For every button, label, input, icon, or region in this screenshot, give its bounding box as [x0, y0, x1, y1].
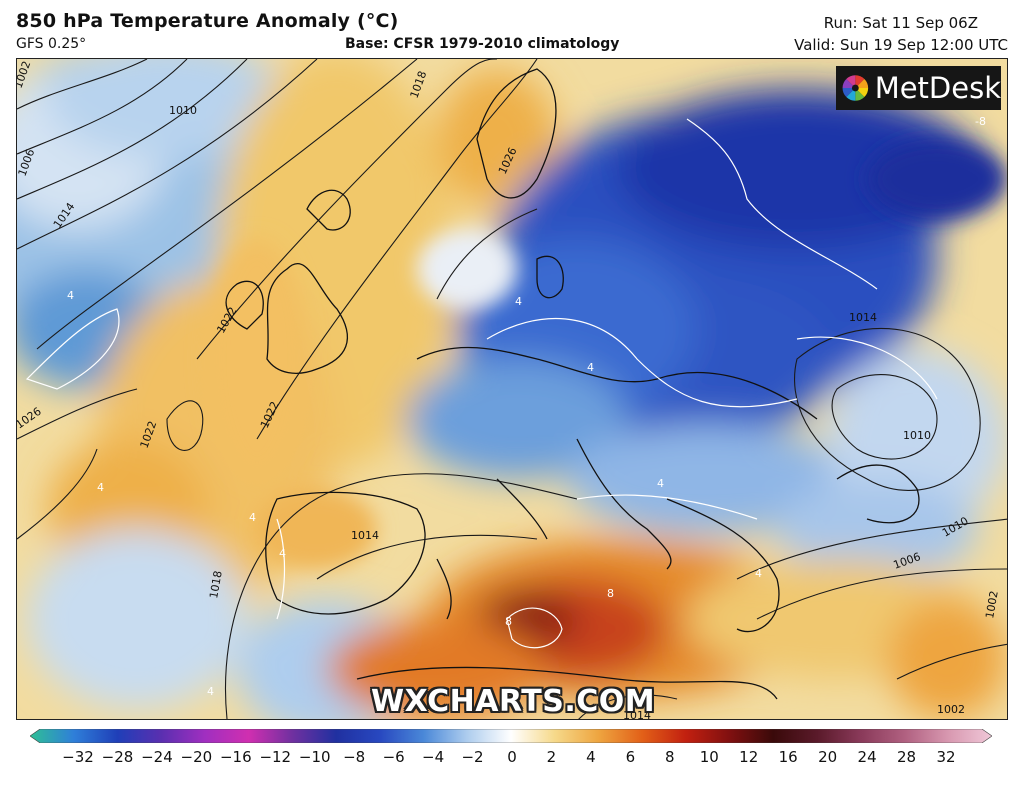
colorbar-tick-label: −28 — [101, 748, 134, 766]
colorbar-tick-label: −16 — [219, 748, 252, 766]
isobar-label: 1010 — [169, 104, 197, 117]
colorbar-tick-label: −8 — [343, 748, 366, 766]
isobar-label: 1014 — [849, 311, 877, 324]
run-time-label: Run: Sat 11 Sep 06Z — [823, 14, 978, 32]
isobar-label: 1002 — [937, 703, 965, 716]
colorbar-tick-label: −6 — [382, 748, 405, 766]
anomaly-map[interactable]: 1002 1010 1006 1014 1018 1022 1026 1022 … — [16, 58, 1008, 720]
map-canvas: 1002 1010 1006 1014 1018 1022 1026 1022 … — [17, 59, 1007, 720]
colorbar-tick-label: −20 — [180, 748, 213, 766]
colorbar-tick-label: 4 — [586, 748, 596, 766]
colorbar-tick-label: −4 — [422, 748, 445, 766]
isobar-label: 1002 — [983, 590, 1001, 620]
colorbar-tick-label: 6 — [625, 748, 636, 766]
coastlines — [225, 68, 920, 700]
anomaly-label: 4 — [657, 477, 664, 490]
isobars — [17, 59, 1007, 719]
anomaly-label: 4 — [279, 547, 286, 560]
metdesk-logo: MetDesk — [836, 66, 1001, 110]
colorbar-tick-label: −12 — [259, 748, 292, 766]
colorbar-tick-label: 10 — [699, 748, 719, 766]
colorbar-graphic — [30, 729, 992, 743]
metdesk-logo-icon — [842, 75, 869, 101]
colorbar-tick-label: 2 — [546, 748, 557, 766]
anomaly-label: 4 — [755, 567, 762, 580]
colorbar-tick-label: −24 — [141, 748, 173, 766]
anomaly-labels: 4 4 4 4 4 4 8 8 -8 4 4 4 — [67, 115, 986, 698]
anomaly-label: 4 — [249, 511, 256, 524]
colorbar-tick-label: 28 — [896, 748, 917, 766]
chart-title: 850 hPa Temperature Anomaly (°C) — [16, 10, 399, 32]
anomaly-field — [17, 59, 1007, 719]
isobar-label: 1018 — [207, 570, 225, 600]
anomaly-label: 4 — [207, 685, 214, 698]
anomaly-detail — [207, 139, 1007, 569]
colorbar — [30, 729, 992, 743]
metdesk-logo-text: MetDesk — [874, 71, 1001, 105]
colorbar-tick-label: −32 — [62, 748, 94, 766]
colorbar-tick-label: −10 — [298, 748, 331, 766]
anomaly-contours — [25, 118, 938, 649]
anomaly-label: 4 — [515, 295, 522, 308]
colorbar-tick-label: 24 — [857, 748, 877, 766]
colorbar-tick-label: 16 — [778, 748, 798, 766]
anomaly-label: 8 — [607, 587, 614, 600]
anomaly-label: -8 — [975, 115, 986, 128]
wxcharts-watermark: WXCHARTS.COM — [371, 684, 656, 719]
isobar-label: 1010 — [903, 429, 931, 442]
colorbar-ticks: −32 −28 −24 −20 −16 −12 −10 −8 −6 −4 −2 0 2 4 6 8 10 12 16… — [0, 748, 1024, 772]
colorbar-tick-label: 12 — [739, 748, 759, 766]
colorbar-tick-label: 20 — [818, 748, 838, 766]
colorbar-tick-label: 32 — [936, 748, 956, 766]
colorbar-tick-label: −2 — [461, 748, 484, 766]
climatology-base-label: Base: CFSR 1979-2010 climatology — [345, 36, 620, 52]
anomaly-label: 4 — [97, 481, 104, 494]
colorbar-tick-label: 0 — [507, 748, 517, 766]
isobar-label: 1014 — [623, 709, 651, 720]
anomaly-label: 4 — [67, 289, 74, 302]
colorbar-tick-label: 8 — [665, 748, 675, 766]
anomaly-label: 8 — [505, 615, 512, 628]
isobar-label: 1014 — [351, 529, 379, 542]
valid-time-label: Valid: Sun 19 Sep 12:00 UTC — [794, 36, 1008, 54]
anomaly-label: 4 — [587, 361, 594, 374]
model-label: GFS 0.25° — [16, 36, 87, 52]
